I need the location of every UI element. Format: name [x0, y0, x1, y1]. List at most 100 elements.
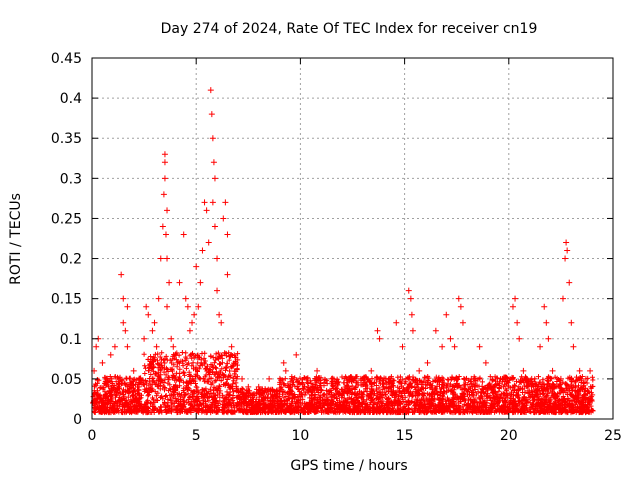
data-point [164, 255, 171, 262]
data-point [197, 279, 204, 286]
data-point [514, 319, 521, 326]
data-point [168, 335, 175, 342]
data-point [543, 319, 550, 326]
data-point [124, 303, 131, 310]
data-point [157, 255, 164, 262]
data-point [136, 375, 143, 382]
data-point [176, 279, 183, 286]
data-point [218, 319, 225, 326]
data-point [499, 375, 506, 382]
data-point [468, 375, 475, 382]
data-point [162, 231, 169, 238]
data-point [209, 199, 216, 206]
data-point [184, 303, 191, 310]
data-point [439, 343, 446, 350]
data-point [409, 327, 416, 334]
x-tick-label: 5 [192, 428, 201, 444]
x-tick-label: 15 [396, 428, 414, 444]
data-point [432, 327, 439, 334]
data-point [491, 383, 498, 390]
data-point [374, 327, 381, 334]
data-point [208, 111, 215, 118]
data-point [568, 319, 575, 326]
data-point [130, 367, 137, 374]
data-point [303, 375, 310, 382]
data-point [189, 319, 196, 326]
data-point [207, 87, 214, 94]
data-point [509, 303, 516, 310]
data-point [203, 207, 210, 214]
x-axis: 0 5 10 15 20 25 [88, 58, 622, 444]
y-axis-label: ROTI / TECUs [8, 193, 24, 285]
x-tick-label: 10 [291, 428, 309, 444]
data-point [107, 351, 114, 358]
data-point [537, 343, 544, 350]
data-point [174, 359, 181, 366]
data-point [159, 223, 166, 230]
data-point [216, 311, 223, 318]
data-point [161, 151, 168, 158]
data-point [211, 223, 218, 230]
data-point [516, 335, 523, 342]
data-point [582, 375, 589, 382]
data-point [166, 279, 173, 286]
data-point [120, 319, 127, 326]
data-point [210, 159, 217, 166]
data-point [455, 295, 462, 302]
data-points [90, 87, 596, 416]
data-point [151, 319, 158, 326]
data-point [199, 247, 206, 254]
data-point [239, 375, 246, 382]
data-point [153, 343, 160, 350]
data-point [393, 319, 400, 326]
x-axis-label: GPS time / hours [290, 458, 407, 474]
grid-lines [92, 58, 613, 419]
data-point [193, 263, 200, 270]
data-point [182, 295, 189, 302]
data-point [407, 295, 414, 302]
data-point [122, 327, 129, 334]
data-point [376, 335, 383, 342]
data-point [201, 199, 208, 206]
data-point [282, 367, 289, 374]
data-point [451, 343, 458, 350]
data-point [191, 311, 198, 318]
data-point [405, 287, 412, 294]
data-point [209, 135, 216, 142]
y-tick-label: 0.05 [51, 372, 82, 388]
y-tick-label: 0.35 [51, 131, 82, 147]
data-point [220, 215, 227, 222]
data-point [141, 335, 148, 342]
data-point [566, 279, 573, 286]
y-tick-label: 0.4 [60, 91, 82, 107]
data-point [232, 359, 239, 366]
x-tick-label: 25 [604, 428, 622, 444]
data-point [447, 335, 454, 342]
data-point [589, 391, 596, 398]
data-point [164, 207, 171, 214]
data-point [222, 199, 229, 206]
data-point [245, 383, 252, 390]
data-point [482, 359, 489, 366]
data-point [170, 343, 177, 350]
data-point [266, 375, 273, 382]
data-point [443, 311, 450, 318]
data-point [149, 327, 156, 334]
data-point [549, 367, 556, 374]
data-point [228, 343, 235, 350]
data-point [118, 271, 125, 278]
data-point [408, 311, 415, 318]
data-point [545, 335, 552, 342]
data-point [528, 375, 535, 382]
data-point [211, 175, 218, 182]
data-point [224, 271, 231, 278]
data-point [103, 375, 110, 382]
data-point [557, 375, 564, 382]
data-point [195, 303, 202, 310]
data-point [541, 303, 548, 310]
data-point [562, 255, 569, 262]
data-point [90, 399, 97, 406]
y-tick-label: 0.45 [51, 51, 82, 67]
data-point [186, 327, 193, 334]
plot-frame [91, 57, 614, 420]
